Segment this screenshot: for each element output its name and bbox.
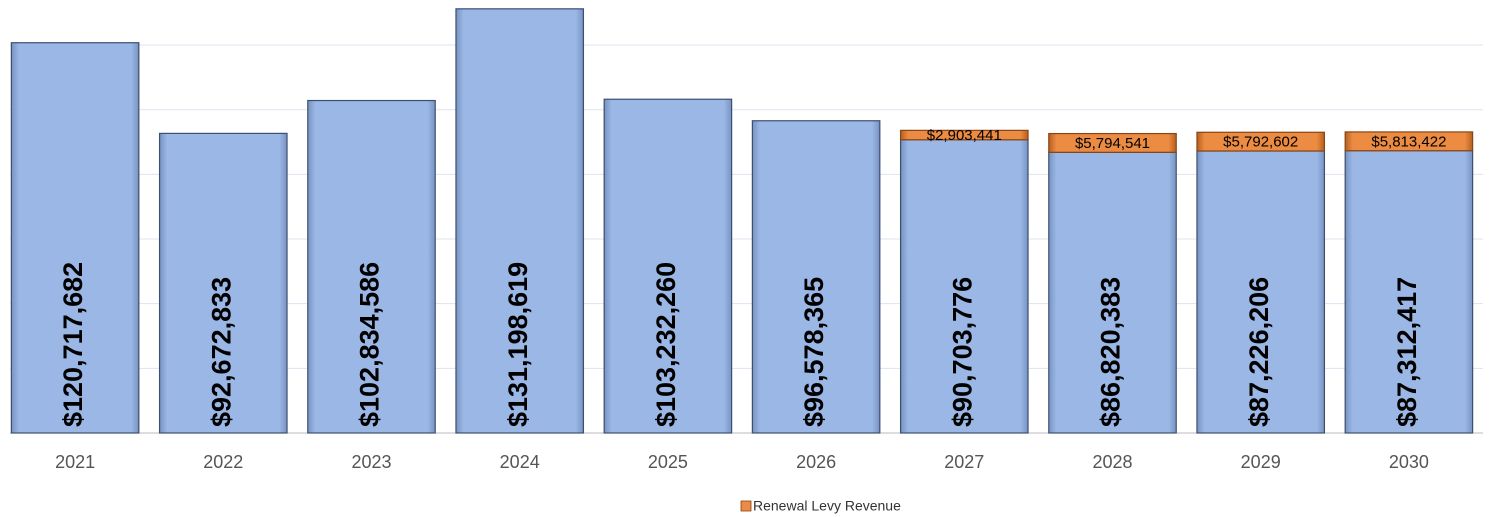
bar-segment [10, 42, 140, 434]
bar-segment [307, 99, 436, 434]
x-tick-label: 2024 [500, 452, 540, 472]
bar-segment [899, 139, 1029, 434]
data-label: $102,834,586 [355, 262, 385, 427]
data-label: $96,578,365 [799, 277, 829, 427]
data-label: $90,703,776 [947, 277, 977, 427]
x-tick-label: 2028 [1092, 452, 1132, 472]
bar-segment [1048, 132, 1177, 153]
bar-segment [603, 98, 733, 434]
x-tick-label: 2027 [944, 452, 984, 472]
data-label: $5,792,602 [1223, 134, 1298, 151]
data-label: $5,813,422 [1371, 133, 1446, 150]
data-label: $87,312,417 [1392, 277, 1422, 427]
x-tick-label: 2029 [1241, 452, 1281, 472]
x-tick-label: 2021 [55, 452, 95, 472]
bar-segment [1344, 131, 1474, 152]
data-label: $92,672,833 [206, 277, 236, 427]
bar-segment [455, 8, 585, 434]
x-tick-label: 2030 [1389, 452, 1429, 472]
data-label: $2,903,441 [927, 127, 1002, 144]
bar-segment [1344, 150, 1474, 434]
bar-segment [158, 132, 288, 434]
data-label: $103,232,260 [651, 262, 681, 427]
data-label: $5,794,541 [1075, 135, 1150, 152]
data-label: $120,717,682 [58, 262, 88, 427]
x-tick-label: 2023 [351, 452, 391, 472]
legend-swatch [740, 500, 752, 512]
bar-segment [899, 129, 1029, 141]
bar-segment [1196, 150, 1326, 434]
x-tick-label: 2025 [648, 452, 688, 472]
bar-segment [1196, 131, 1326, 152]
data-label: $86,820,383 [1096, 277, 1126, 427]
bar-segment [751, 120, 881, 434]
legend-label: Renewal Levy Revenue [753, 498, 901, 514]
x-tick-label: 2022 [203, 452, 243, 472]
data-label: $131,198,619 [503, 262, 533, 427]
bar-segment [1048, 151, 1177, 434]
data-label: $87,226,206 [1244, 277, 1274, 427]
x-tick-label: 2026 [796, 452, 836, 472]
